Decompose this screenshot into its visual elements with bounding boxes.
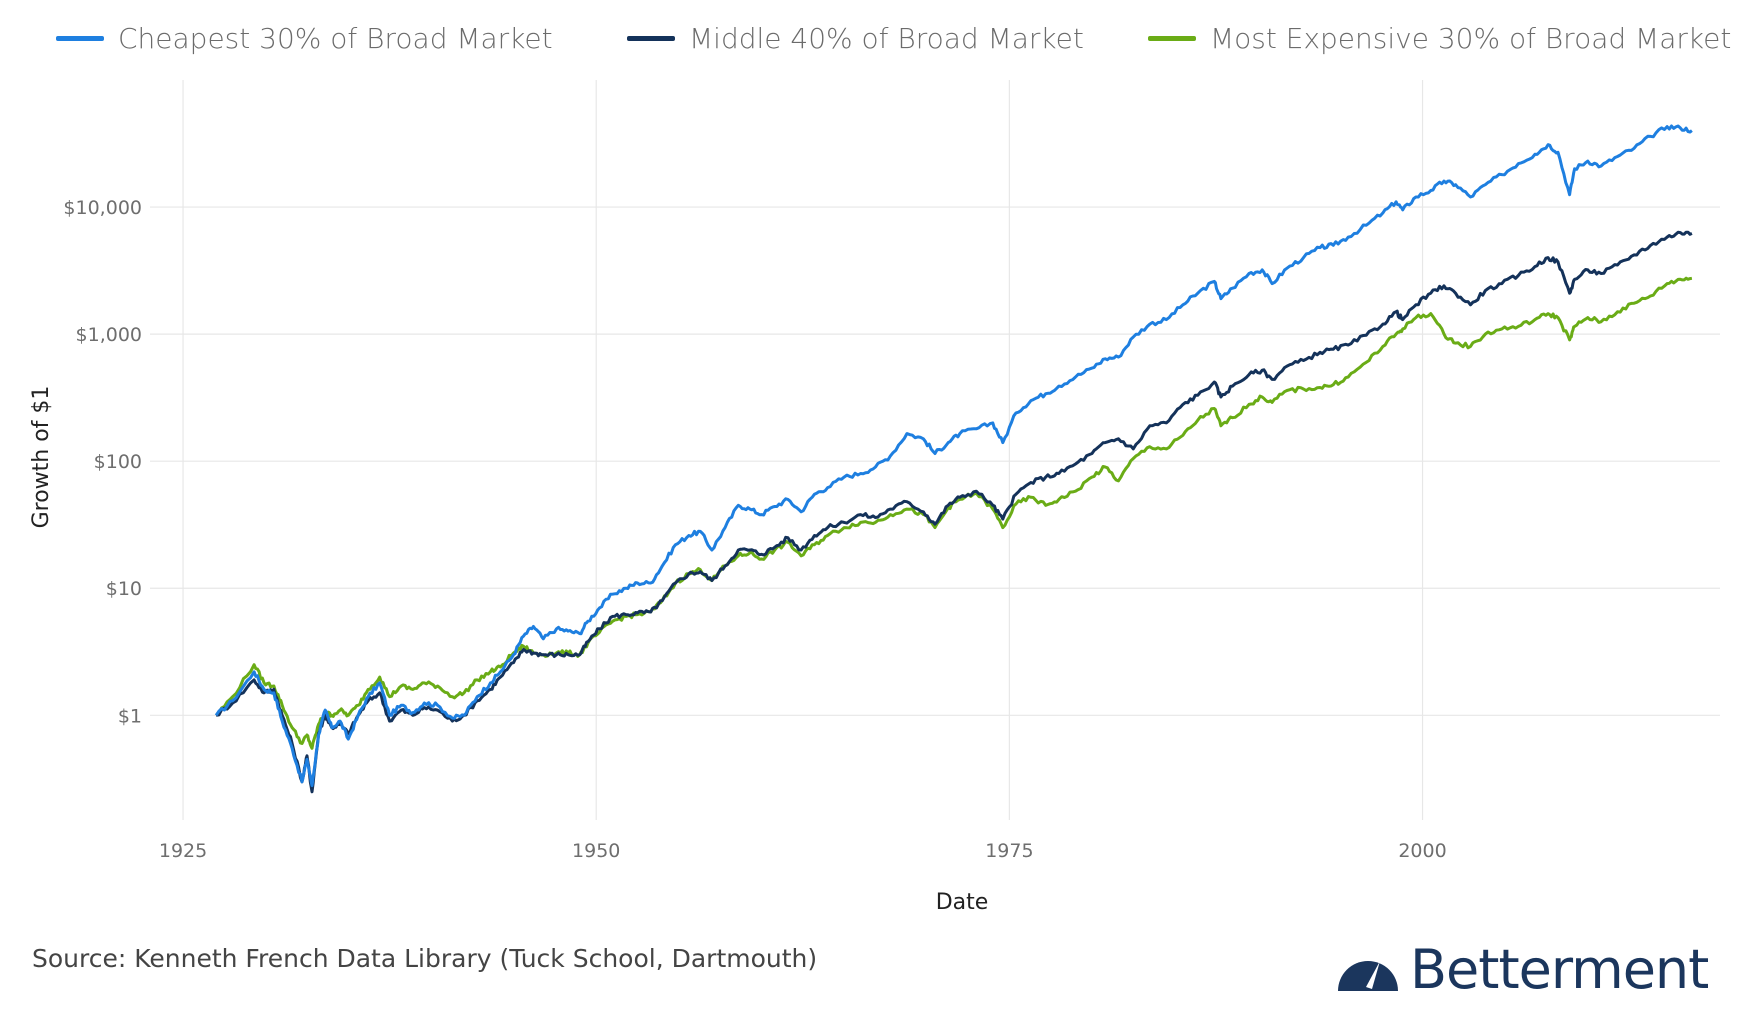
x-tick-label: 2000 xyxy=(1398,840,1446,862)
betterment-logo: Betterment xyxy=(1336,938,1709,1001)
y-tick-label: $1,000 xyxy=(76,324,142,346)
y-axis-ticks: $1 $10 $100 $1,000 $10,000 xyxy=(63,197,142,727)
chart-series xyxy=(214,124,1693,794)
y-tick-label: $1 xyxy=(118,705,142,727)
legend-label-cheapest: Cheapest 30% of Broad Market xyxy=(118,22,553,55)
speedometer-icon xyxy=(1338,960,1398,991)
legend-label-expensive: Most Expensive 30% of Broad Market xyxy=(1210,22,1732,55)
series-middle xyxy=(215,230,1693,794)
legend-label-middle: Middle 40% of Broad Market xyxy=(689,22,1084,55)
legend-swatch-cheapest xyxy=(56,36,104,41)
legend-swatch-middle xyxy=(627,36,675,41)
x-axis-ticks: 1925 1950 1975 2000 xyxy=(159,840,1447,862)
y-tick-label: $10,000 xyxy=(63,197,142,219)
series-cheapest xyxy=(214,124,1693,788)
chart-legend: Cheapest 30% of Broad Market Middle 40% … xyxy=(0,22,1749,66)
source-note: Source: Kenneth French Data Library (Tuc… xyxy=(32,944,818,973)
x-axis-title: Date xyxy=(936,890,989,915)
y-tick-label: $10 xyxy=(106,578,142,600)
legend-item-middle: Middle 40% of Broad Market xyxy=(627,22,1084,55)
x-tick-label: 1925 xyxy=(159,840,207,862)
brand-name: Betterment xyxy=(1410,938,1709,1001)
legend-swatch-expensive xyxy=(1148,36,1196,41)
y-axis-title: Growth of $1 xyxy=(29,386,54,529)
legend-item-expensive: Most Expensive 30% of Broad Market xyxy=(1148,22,1731,55)
legend-item-cheapest: Cheapest 30% of Broad Market xyxy=(56,22,553,55)
y-tick-label: $100 xyxy=(94,451,142,473)
x-tick-label: 1950 xyxy=(572,840,620,862)
series-expensive xyxy=(215,276,1693,750)
x-tick-label: 1975 xyxy=(985,840,1033,862)
